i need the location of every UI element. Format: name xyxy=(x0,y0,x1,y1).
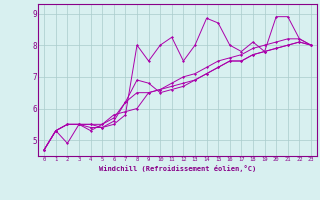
X-axis label: Windchill (Refroidissement éolien,°C): Windchill (Refroidissement éolien,°C) xyxy=(99,165,256,172)
